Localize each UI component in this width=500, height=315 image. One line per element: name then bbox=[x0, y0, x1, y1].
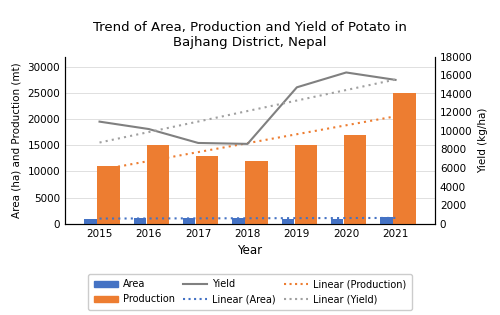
Bar bbox=[294, 146, 317, 224]
X-axis label: Year: Year bbox=[238, 244, 262, 257]
Bar bbox=[134, 218, 146, 224]
Bar bbox=[232, 218, 245, 224]
Y-axis label: Yield (kg/ha): Yield (kg/ha) bbox=[478, 107, 488, 173]
Bar bbox=[183, 218, 196, 224]
Title: Trend of Area, Production and Yield of Potato in
Bajhang District, Nepal: Trend of Area, Production and Yield of P… bbox=[93, 20, 407, 49]
Bar bbox=[380, 217, 393, 224]
Bar bbox=[246, 161, 268, 224]
Y-axis label: Area (ha) and Production (mt): Area (ha) and Production (mt) bbox=[12, 62, 22, 218]
Bar bbox=[84, 219, 97, 224]
Bar bbox=[146, 146, 169, 224]
Legend: Area, Production, Yield, Linear (Area), Linear (Production), Linear (Yield): Area, Production, Yield, Linear (Area), … bbox=[88, 274, 412, 310]
Bar bbox=[196, 156, 218, 224]
Bar bbox=[98, 166, 120, 224]
Bar bbox=[331, 219, 344, 224]
Bar bbox=[394, 93, 415, 224]
Bar bbox=[282, 219, 294, 224]
Bar bbox=[344, 135, 366, 224]
